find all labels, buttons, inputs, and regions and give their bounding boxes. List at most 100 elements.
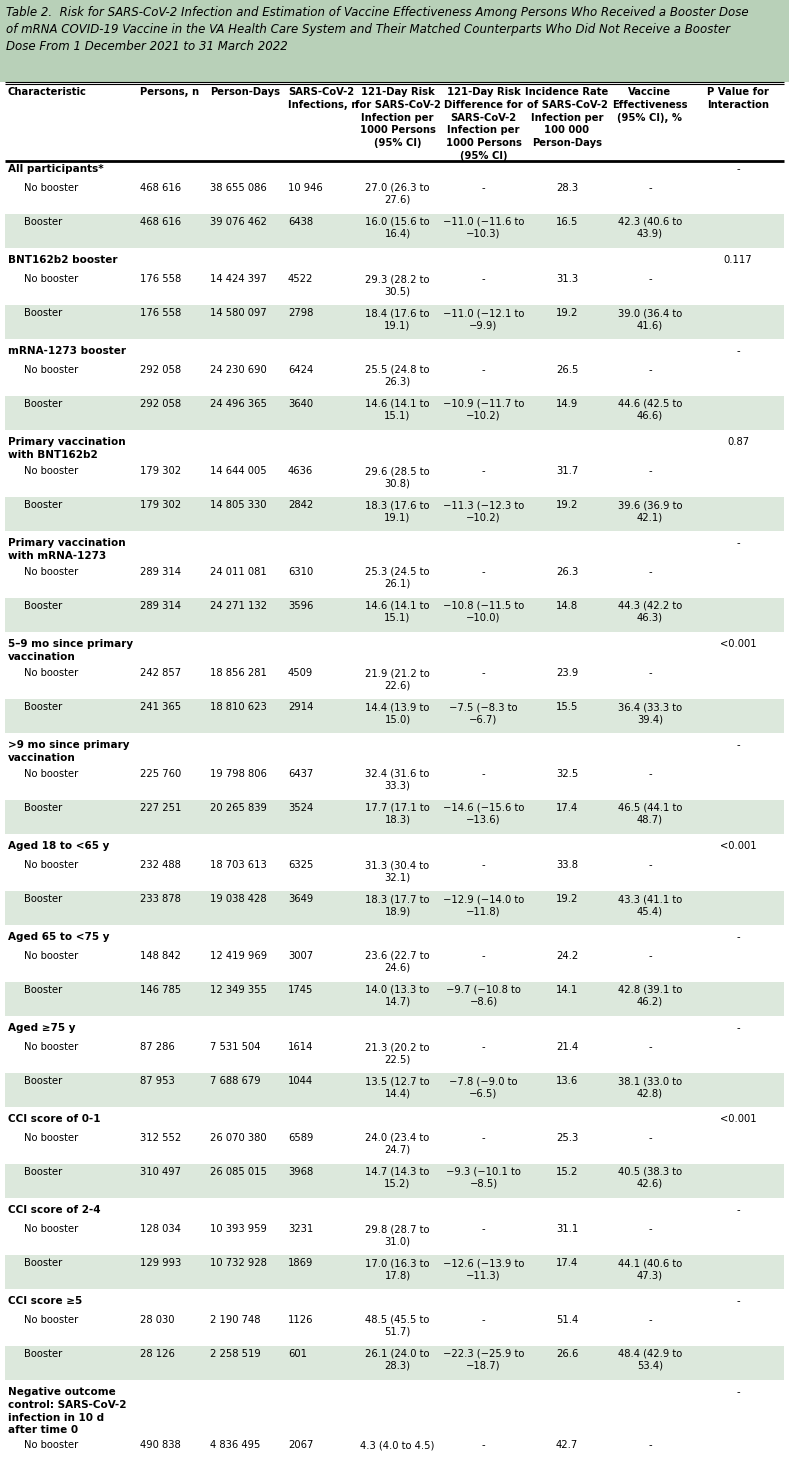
Text: 23.6 (22.7 to
24.6): 23.6 (22.7 to 24.6) — [365, 951, 430, 973]
Text: -: - — [649, 951, 652, 962]
Text: 3524: 3524 — [288, 803, 313, 813]
Text: 24 011 081: 24 011 081 — [210, 567, 267, 577]
Bar — [5, 699, 784, 733]
Text: 19.2: 19.2 — [555, 500, 578, 510]
Text: 312 552: 312 552 — [140, 1134, 181, 1142]
Text: 38.1 (33.0 to
42.8): 38.1 (33.0 to 42.8) — [618, 1077, 682, 1099]
Text: 490 838: 490 838 — [140, 1440, 181, 1450]
Text: SARS-CoV-2
Infections, n: SARS-CoV-2 Infections, n — [288, 87, 358, 109]
Text: 14.9: 14.9 — [556, 399, 578, 409]
Text: 43.3 (41.1 to
45.4): 43.3 (41.1 to 45.4) — [618, 895, 682, 916]
Text: 24.2: 24.2 — [556, 951, 578, 962]
Text: 32.4 (31.6 to
33.3): 32.4 (31.6 to 33.3) — [365, 769, 430, 791]
Text: 1044: 1044 — [288, 1077, 313, 1085]
Text: No booster: No booster — [24, 769, 78, 779]
Text: Person-Days: Person-Days — [210, 87, 280, 98]
Text: 241 365: 241 365 — [140, 702, 181, 712]
Text: 225 760: 225 760 — [140, 769, 181, 779]
Text: No booster: No booster — [24, 1224, 78, 1234]
Text: Incidence Rate
of SARS-CoV-2
Infection per
100 000
Person-Days: Incidence Rate of SARS-CoV-2 Infection p… — [525, 87, 608, 149]
Text: 18.4 (17.6 to
19.1): 18.4 (17.6 to 19.1) — [365, 307, 430, 329]
Text: −22.3 (−25.9 to
−18.7): −22.3 (−25.9 to −18.7) — [443, 1349, 524, 1371]
Text: -: - — [649, 1042, 652, 1052]
Text: Aged 65 to <75 y: Aged 65 to <75 y — [8, 932, 110, 943]
Text: -: - — [649, 366, 652, 374]
Text: 4509: 4509 — [288, 667, 313, 678]
Text: 48.4 (42.9 to
53.4): 48.4 (42.9 to 53.4) — [618, 1349, 682, 1371]
Text: 6424: 6424 — [288, 366, 313, 374]
Text: 18 856 281: 18 856 281 — [210, 667, 267, 678]
Text: 292 058: 292 058 — [140, 399, 181, 409]
Text: 42.8 (39.1 to
46.2): 42.8 (39.1 to 46.2) — [618, 985, 682, 1007]
Text: 31.3 (30.4 to
32.1): 31.3 (30.4 to 32.1) — [365, 860, 429, 881]
Text: No booster: No booster — [24, 274, 78, 284]
Text: -: - — [649, 466, 652, 476]
Text: 242 857: 242 857 — [140, 667, 181, 678]
Text: 17.4: 17.4 — [556, 803, 578, 813]
Text: No booster: No booster — [24, 1440, 78, 1450]
Text: 26.3: 26.3 — [556, 567, 578, 577]
Text: 2 190 748: 2 190 748 — [210, 1316, 260, 1324]
Text: 310 497: 310 497 — [140, 1167, 181, 1177]
Text: 23.9: 23.9 — [556, 667, 578, 678]
Text: 14.7 (14.3 to
15.2): 14.7 (14.3 to 15.2) — [365, 1167, 430, 1189]
Text: 19.2: 19.2 — [555, 895, 578, 903]
Text: −12.6 (−13.9 to
−11.3): −12.6 (−13.9 to −11.3) — [443, 1257, 524, 1281]
Text: 28 030: 28 030 — [140, 1316, 174, 1324]
Text: -: - — [482, 1042, 485, 1052]
Text: Booster: Booster — [24, 1349, 62, 1359]
Text: -: - — [649, 274, 652, 284]
Text: Booster: Booster — [24, 985, 62, 995]
Text: Booster: Booster — [24, 1077, 62, 1085]
Text: >9 mo since primary
vaccination: >9 mo since primary vaccination — [8, 740, 129, 763]
Text: No booster: No booster — [24, 860, 78, 870]
Text: -: - — [736, 1387, 740, 1397]
Bar — [5, 982, 784, 1016]
Bar — [5, 1072, 784, 1107]
Text: −10.8 (−11.5 to
−10.0): −10.8 (−11.5 to −10.0) — [443, 600, 524, 624]
Text: CCI score of 0-1: CCI score of 0-1 — [8, 1115, 100, 1123]
Text: 3640: 3640 — [288, 399, 313, 409]
Text: 17.4: 17.4 — [556, 1257, 578, 1268]
Text: 128 034: 128 034 — [140, 1224, 181, 1234]
Text: 129 993: 129 993 — [140, 1257, 181, 1268]
Text: -: - — [649, 184, 652, 192]
Text: 179 302: 179 302 — [140, 466, 181, 476]
Text: −10.9 (−11.7 to
−10.2): −10.9 (−11.7 to −10.2) — [443, 399, 524, 421]
Bar — [5, 214, 784, 248]
Text: -: - — [482, 466, 485, 476]
Text: -: - — [736, 538, 740, 548]
Text: 4.3 (4.0 to 4.5): 4.3 (4.0 to 4.5) — [361, 1440, 435, 1450]
Text: -: - — [482, 860, 485, 870]
Text: Booster: Booster — [24, 803, 62, 813]
Text: 26.6: 26.6 — [555, 1349, 578, 1359]
Text: BNT162b2 booster: BNT162b2 booster — [8, 255, 118, 265]
Text: -: - — [482, 184, 485, 192]
Text: 18.3 (17.6 to
19.1): 18.3 (17.6 to 19.1) — [365, 500, 430, 522]
Text: No booster: No booster — [24, 1042, 78, 1052]
Text: <0.001: <0.001 — [720, 640, 757, 648]
Text: −11.0 (−12.1 to
−9.9): −11.0 (−12.1 to −9.9) — [443, 307, 524, 329]
Text: 29.6 (28.5 to
30.8): 29.6 (28.5 to 30.8) — [365, 466, 430, 488]
Text: 176 558: 176 558 — [140, 274, 181, 284]
Text: -: - — [736, 740, 740, 750]
Text: 29.8 (28.7 to
31.0): 29.8 (28.7 to 31.0) — [365, 1224, 430, 1246]
Text: 146 785: 146 785 — [140, 985, 181, 995]
Text: 14 805 330: 14 805 330 — [210, 500, 267, 510]
Text: 14 580 097: 14 580 097 — [210, 307, 267, 318]
Text: Booster: Booster — [24, 217, 62, 227]
Text: 32.5: 32.5 — [556, 769, 578, 779]
Text: -: - — [482, 1134, 485, 1142]
Text: Aged 18 to <65 y: Aged 18 to <65 y — [8, 841, 110, 851]
Text: 121-Day Risk
Difference for
SARS-CoV-2
Infection per
1000 Persons
(95% CI): 121-Day Risk Difference for SARS-CoV-2 I… — [444, 87, 523, 162]
Text: -: - — [736, 1023, 740, 1033]
Text: 19 038 428: 19 038 428 — [210, 895, 267, 903]
Text: 1614: 1614 — [288, 1042, 313, 1052]
Text: Characteristic: Characteristic — [8, 87, 87, 98]
Text: 36.4 (33.3 to
39.4): 36.4 (33.3 to 39.4) — [618, 702, 682, 724]
Text: 26 070 380: 26 070 380 — [210, 1134, 267, 1142]
Text: -: - — [482, 1440, 485, 1450]
Bar — [0, 0, 789, 82]
Text: 31.1: 31.1 — [556, 1224, 578, 1234]
Text: 38 655 086: 38 655 086 — [210, 184, 267, 192]
